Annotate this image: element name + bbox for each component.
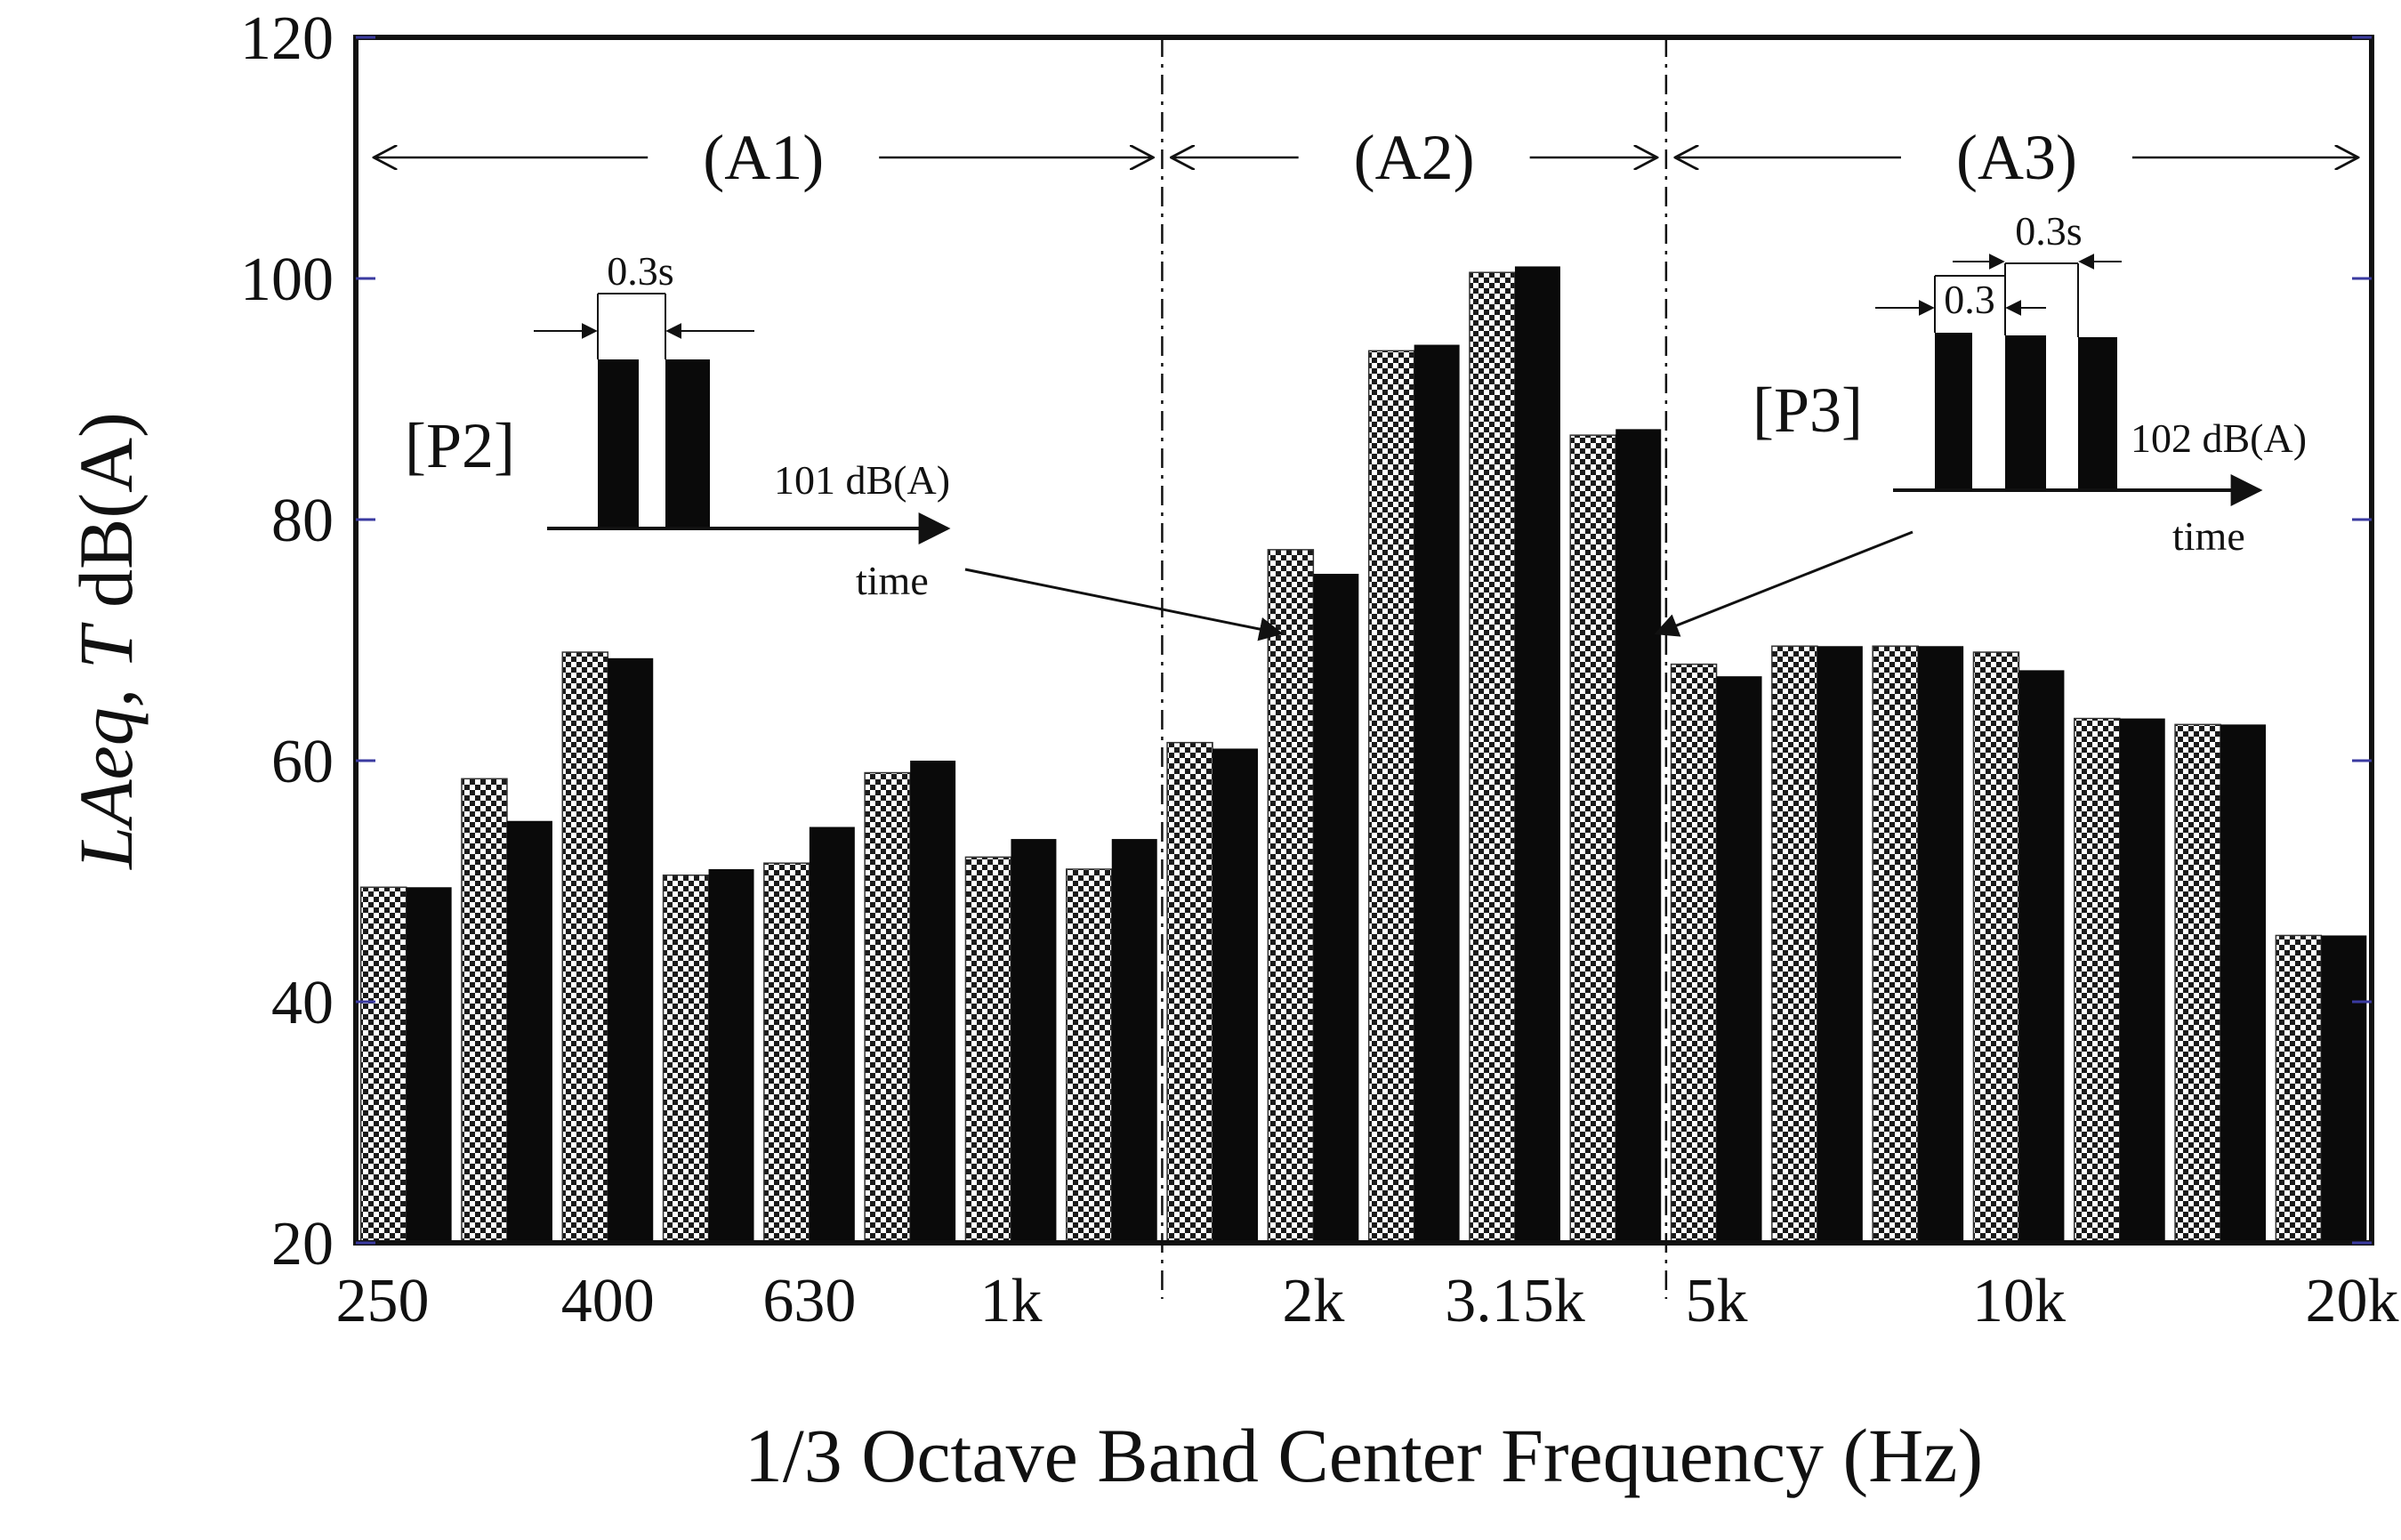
bar-p3-1.6k xyxy=(1213,748,1259,1243)
bar-p3-2.5k xyxy=(1414,344,1460,1243)
bar-p2-2k xyxy=(1267,549,1315,1244)
bar-p3-16k xyxy=(2220,724,2267,1243)
bar-p2-20k xyxy=(2275,934,2323,1244)
p2-pulse-2 xyxy=(665,359,710,528)
x-tick-label-3.15k: 3.15k xyxy=(1445,1267,1585,1335)
p2-pointer-arrow xyxy=(964,568,1284,641)
y-axis-title: LAeq, T dB(A) xyxy=(63,412,149,871)
x-tick-label-1k: 1k xyxy=(979,1267,1042,1335)
p3-label: [P3] xyxy=(1752,375,1863,446)
x-tick-labels: 250 400 630 1k 2k 3.15k 5k 10k 20k xyxy=(336,1267,2399,1335)
bar-p2-6.3k xyxy=(1771,645,1818,1244)
bar-p2-4k xyxy=(1569,434,1617,1244)
x-tick-label-10k: 10k xyxy=(1972,1267,2066,1335)
bar-p2-630 xyxy=(763,862,810,1244)
bar-p2-1.6k xyxy=(1166,741,1213,1244)
bar-p3-800 xyxy=(910,761,956,1243)
x-tick-label-2k: 2k xyxy=(1282,1267,1344,1335)
bar-p3-1k xyxy=(1011,839,1057,1243)
p3-pulse-1 xyxy=(1935,333,1972,490)
bar-p3-400 xyxy=(608,657,654,1243)
bar-p2-500 xyxy=(662,874,710,1244)
y-tick-label-120: 120 xyxy=(240,4,334,73)
p2-gap-label: 0.3s xyxy=(607,248,673,294)
bar-p2-2.5k xyxy=(1367,350,1415,1244)
bar-p3-4k xyxy=(1615,429,1662,1243)
y-tick-marks xyxy=(356,36,2372,1245)
bar-p3-10k xyxy=(2018,670,2065,1243)
region-label-1: (A1) xyxy=(703,122,824,193)
y-tick-label-80: 80 xyxy=(271,487,334,555)
x-tick-label-5k: 5k xyxy=(1686,1267,1748,1335)
bar-p3-2k xyxy=(1313,573,1359,1243)
p3-pulse-2 xyxy=(2005,335,2046,490)
bar-p2-250 xyxy=(359,886,407,1244)
bar-p3-6.3k xyxy=(1817,646,1863,1243)
bar-p3-12.5k xyxy=(2119,718,2165,1243)
bar-p3-8k xyxy=(1918,646,1964,1243)
p3-gap1-label: 0.3 xyxy=(1944,277,1995,322)
y-axis-title-italic: LAeq, T xyxy=(63,622,149,871)
region-label-3: (A3) xyxy=(1956,122,2077,193)
bar-p3-500 xyxy=(708,868,754,1243)
p2-inset: [P2] 0.3s 101 dB(A) time xyxy=(405,248,1284,641)
p2-label: [P2] xyxy=(405,410,515,481)
bar-p2-5k xyxy=(1670,663,1718,1244)
region-dividers xyxy=(1161,37,1668,1299)
x-tick-label-630: 630 xyxy=(762,1267,856,1335)
p2-level-label: 101 dB(A) xyxy=(774,457,950,503)
x-tick-label-250: 250 xyxy=(336,1267,430,1335)
bar-p2-1.25k xyxy=(1066,868,1113,1244)
bar-p3-5k xyxy=(1716,676,1762,1243)
p3-gap2-label: 0.3s xyxy=(2015,208,2082,254)
bar-p3-630 xyxy=(809,826,855,1243)
bar-p2-12.5k xyxy=(2074,717,2121,1244)
y-tick-label-20: 20 xyxy=(271,1210,334,1278)
bar-p3-3.15k xyxy=(1514,266,1560,1244)
region-arrows: (A1) (A2) (A3) xyxy=(374,122,2358,193)
p3-inset: [P3] 0.3 0.3s 102 dB(A) time xyxy=(1654,208,2307,637)
bar-p2-8k xyxy=(1872,645,1919,1244)
p2-pulse-1 xyxy=(598,359,639,528)
y-tick-label-100: 100 xyxy=(240,246,334,314)
y-axis-title-unit: dB(A) xyxy=(63,412,149,626)
y-tick-label-40: 40 xyxy=(271,969,334,1037)
bar-p3-20k xyxy=(2321,935,2367,1243)
bar-p2-400 xyxy=(561,651,609,1244)
bar-p2-1k xyxy=(964,856,1012,1244)
bar-p2-16k xyxy=(2174,723,2221,1244)
p3-pointer-arrow xyxy=(1654,530,1914,637)
x-axis-title: 1/3 Octave Band Center Frequency (Hz) xyxy=(745,1413,1983,1498)
bar-p3-1.25k xyxy=(1111,839,1157,1243)
bar-p2-3.15k xyxy=(1469,271,1516,1244)
p3-pulse-3 xyxy=(2078,337,2117,490)
x-tick-label-20k: 20k xyxy=(2306,1267,2399,1335)
y-tick-labels: 20 40 60 80 100 120 xyxy=(240,4,334,1278)
bar-p2-10k xyxy=(1972,651,2020,1244)
region-label-2: (A2) xyxy=(1354,122,1475,193)
y-tick-label-60: 60 xyxy=(271,728,334,796)
p3-level-label: 102 dB(A) xyxy=(2131,415,2307,461)
bar-p2-315 xyxy=(461,778,508,1244)
bar-p3-250 xyxy=(406,887,452,1243)
p3-time-label: time xyxy=(2172,513,2245,559)
bars-layer xyxy=(359,266,2367,1244)
p2-time-label: time xyxy=(856,558,929,603)
bar-p3-315 xyxy=(506,820,552,1243)
x-tick-label-400: 400 xyxy=(561,1267,655,1335)
bar-p2-800 xyxy=(864,771,911,1244)
plot-frame xyxy=(353,35,2374,1246)
